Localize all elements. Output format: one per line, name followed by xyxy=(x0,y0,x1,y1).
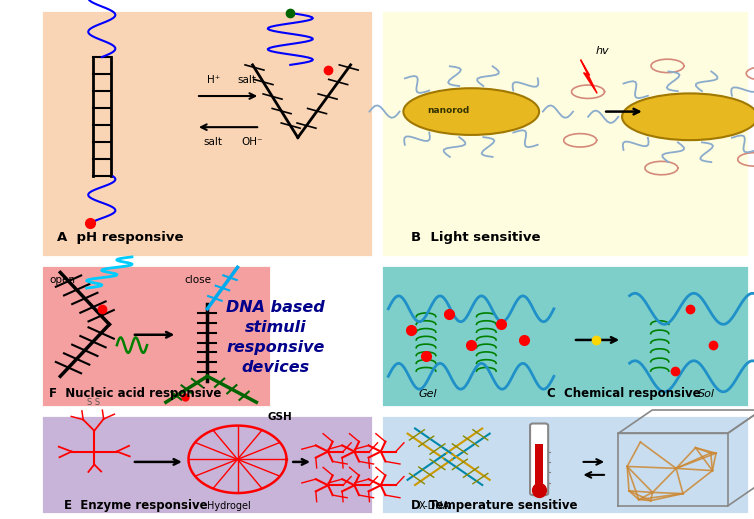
Ellipse shape xyxy=(403,88,539,135)
FancyBboxPatch shape xyxy=(381,10,749,257)
Text: A  pH responsive: A pH responsive xyxy=(57,231,183,244)
Text: GSH: GSH xyxy=(268,413,293,422)
Text: F  Nucleic acid responsive: F Nucleic acid responsive xyxy=(49,387,222,400)
FancyBboxPatch shape xyxy=(381,415,749,514)
Text: Sol: Sol xyxy=(697,389,715,399)
Text: DNA based
stimuli
responsive
devices: DNA based stimuli responsive devices xyxy=(226,300,324,375)
Text: E  Enzyme responsive: E Enzyme responsive xyxy=(64,499,207,512)
Bar xyxy=(535,444,543,490)
Text: hv: hv xyxy=(596,47,609,57)
Text: open: open xyxy=(49,275,75,285)
FancyBboxPatch shape xyxy=(381,265,749,407)
Text: X-DNA: X-DNA xyxy=(418,501,449,511)
Text: nanorod: nanorod xyxy=(428,106,470,115)
Text: D  Temperature sensitive: D Temperature sensitive xyxy=(411,499,578,512)
Text: Gel: Gel xyxy=(418,389,437,399)
FancyBboxPatch shape xyxy=(41,10,373,257)
Text: C  Chemical responsive: C Chemical responsive xyxy=(547,387,700,400)
Text: S S: S S xyxy=(87,398,100,407)
Text: H⁺: H⁺ xyxy=(207,75,221,85)
FancyBboxPatch shape xyxy=(41,265,271,407)
Text: salt: salt xyxy=(238,75,256,85)
Polygon shape xyxy=(581,60,597,93)
Ellipse shape xyxy=(622,93,754,140)
Text: B  Light sensitive: B Light sensitive xyxy=(411,231,541,244)
FancyBboxPatch shape xyxy=(41,415,373,514)
Text: close: close xyxy=(185,275,212,285)
Text: salt: salt xyxy=(204,138,222,147)
FancyBboxPatch shape xyxy=(530,424,548,495)
Text: Hydrogel: Hydrogel xyxy=(207,501,251,511)
Text: OH⁻: OH⁻ xyxy=(241,138,263,147)
